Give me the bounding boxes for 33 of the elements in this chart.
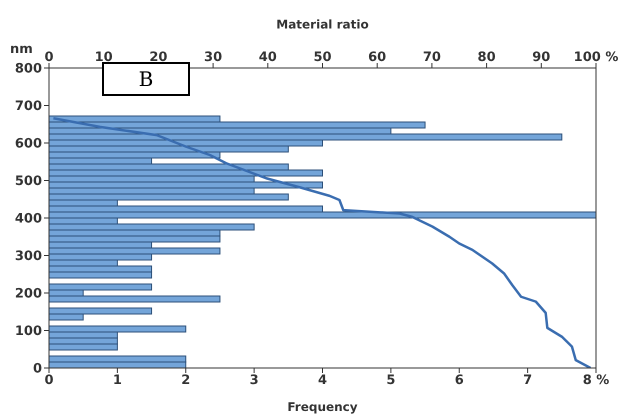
x2-tick-label: 80 <box>478 50 496 65</box>
x2-tick-label: 100 % <box>574 50 618 65</box>
x2-tick-label: 40 <box>258 50 277 65</box>
x2-tick-label: 30 <box>204 50 222 65</box>
x2-axis-title: Material ratio <box>276 18 369 32</box>
x2-tick-label: 50 <box>313 50 332 65</box>
x-axis-title: Frequency <box>287 400 358 414</box>
y-tick-label: 600 <box>14 136 42 152</box>
x2-tick-label: 90 <box>532 50 550 65</box>
x2-tick-label: 10 <box>94 50 113 65</box>
y-tick-label: 300 <box>14 249 42 264</box>
text-box: B <box>102 62 190 96</box>
y-tick-label: 200 <box>14 286 42 302</box>
x-tick-label: 7 <box>523 373 532 388</box>
y-tick-label: 500 <box>14 174 42 190</box>
x-tick-label: 3 <box>250 373 259 388</box>
x-tick-label: 2 <box>181 373 190 388</box>
x-tick-label: 6 <box>454 373 464 388</box>
y-tick-label: 400 <box>14 212 42 227</box>
x2-tick-label: 0 <box>44 50 54 65</box>
y-axis-title: nm <box>10 42 33 57</box>
x-tick-label: 8 % <box>582 373 610 388</box>
x2-tick-label: 60 <box>368 50 386 65</box>
y-tick-label: 700 <box>14 99 42 114</box>
y-tick-label: 0 <box>32 362 42 377</box>
x2-tick-label: 20 <box>149 50 168 65</box>
x2-tick-label: 70 <box>422 50 441 65</box>
y-tick-label: 100 <box>14 324 42 340</box>
x-tick-label: 1 <box>112 373 122 388</box>
x-tick-label: 4 <box>318 373 328 388</box>
x-tick-label: 5 <box>386 373 396 388</box>
x-tick-label: 0 <box>44 373 54 388</box>
y-tick-label: 800 <box>14 62 42 77</box>
